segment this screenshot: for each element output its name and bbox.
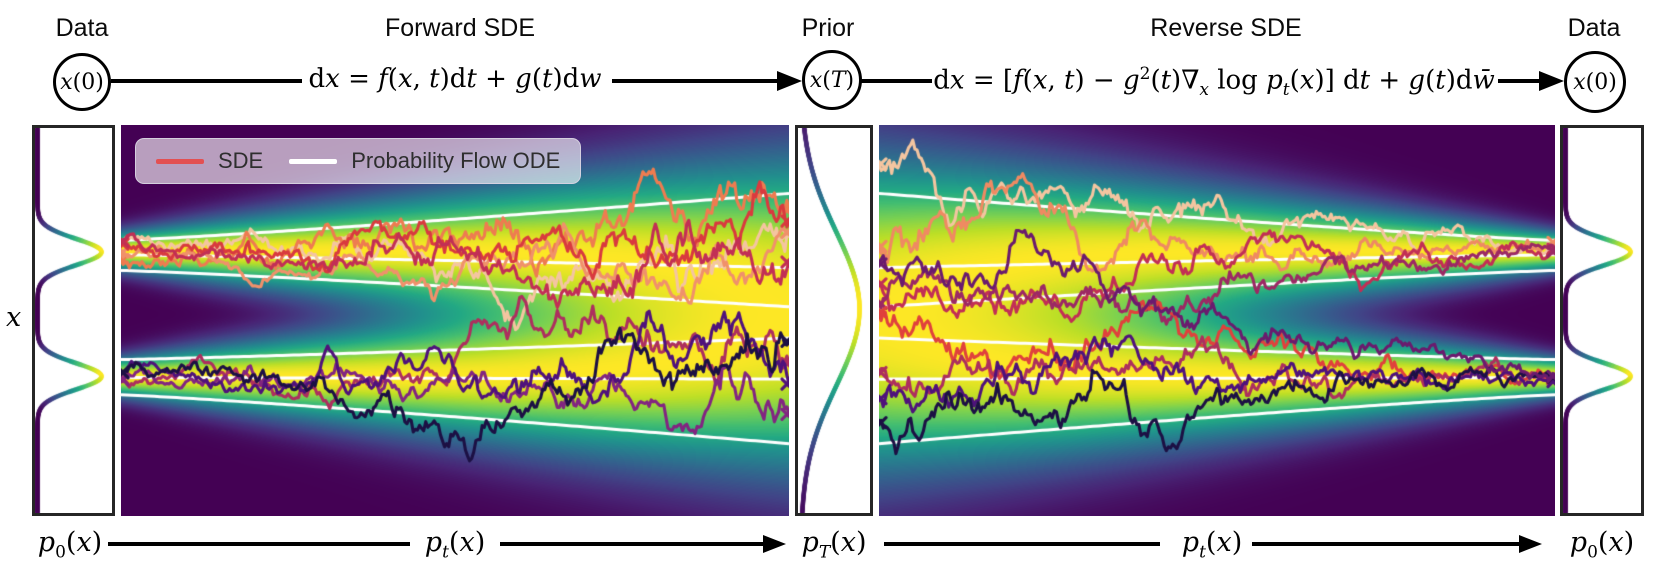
prior-title: Prior — [801, 14, 855, 42]
pT-prior-marginal-canvas — [798, 128, 870, 513]
pT-prior-marginal-panel — [795, 125, 873, 516]
forward-arrowhead-icon — [777, 71, 802, 91]
reverse-arrowhead-icon — [1539, 71, 1564, 91]
ode-legend-label: Probability Flow ODE — [351, 148, 561, 173]
legend-item-ode: Probability Flow ODE — [289, 148, 560, 174]
node-xT-prior: x(T) — [802, 50, 862, 110]
ode-line-swatch-icon — [289, 158, 338, 164]
footer-line-1 — [108, 542, 410, 546]
pt-forward-label: pt(x) — [424, 527, 486, 563]
footer-arrowhead-2-icon — [1519, 535, 1542, 553]
forward-sde-equation: dx = f(x, t)dt + g(t)dw — [308, 64, 602, 94]
legend-item-sde: SDE — [156, 148, 263, 174]
p0-right-marginal-panel — [1560, 125, 1644, 516]
node-x0-left-text: x(0) — [60, 69, 104, 95]
reverse-arrow-line — [1498, 79, 1540, 83]
p0-left-marginal-canvas — [35, 128, 112, 513]
pT-label: pT(x) — [801, 527, 867, 563]
p0-right-marginal-canvas — [1563, 128, 1641, 513]
forward-heatmap-canvas — [121, 125, 789, 516]
node-x0-right-text: x(0) — [1573, 69, 1617, 95]
reverse-sde-title: Reverse SDE — [1150, 14, 1302, 42]
legend: SDE Probability Flow ODE — [135, 138, 582, 184]
forward-heatmap-panel: SDE Probability Flow ODE — [121, 125, 789, 516]
node-x0-right: x(0) — [1564, 51, 1626, 113]
sde-line-swatch-icon — [156, 158, 204, 164]
sde-legend-label: SDE — [218, 148, 264, 173]
node-x0-left: x(0) — [53, 53, 111, 111]
reverse-heatmap-panel — [879, 125, 1555, 516]
footer-line-3 — [884, 542, 1160, 546]
forward-arrow-line — [612, 79, 778, 83]
forward-connector-line — [111, 79, 302, 83]
p0-left-marginal-panel — [32, 125, 115, 516]
footer-line-4 — [1252, 542, 1520, 546]
p0-left-label: p0(x) — [37, 527, 103, 563]
x-axis-label: x — [6, 302, 22, 333]
p0-right-label: p0(x) — [1569, 527, 1635, 563]
node-xT-text: x(T) — [809, 67, 855, 93]
forward-sde-title: Forward SDE — [384, 14, 536, 42]
reverse-connector-line — [860, 79, 932, 83]
footer-line-2 — [500, 542, 764, 546]
reverse-heatmap-canvas — [879, 125, 1555, 516]
footer-arrowhead-1-icon — [763, 535, 786, 553]
data-right-title: Data — [1567, 14, 1621, 42]
reverse-sde-equation: dx = [f(x, t) − g2(t)∇x log pt(x)] dt + … — [933, 64, 1495, 100]
pt-reverse-label: pt(x) — [1181, 527, 1243, 563]
data-left-title: Data — [55, 14, 109, 42]
